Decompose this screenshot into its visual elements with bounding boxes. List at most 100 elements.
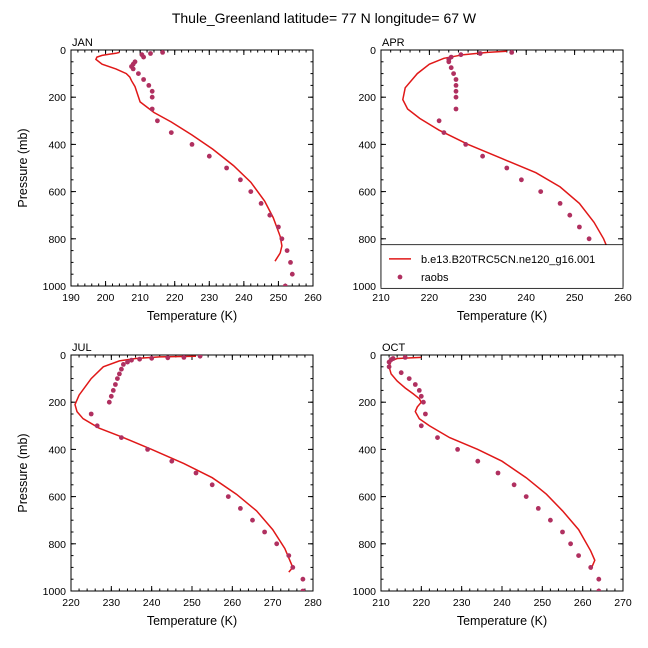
x-tick-label: 230 bbox=[453, 597, 471, 609]
raobs-point bbox=[129, 357, 134, 363]
raobs-point bbox=[181, 355, 187, 360]
raobs-point bbox=[548, 517, 553, 523]
raobs-point bbox=[480, 153, 485, 159]
raobs-point bbox=[279, 236, 285, 242]
plot-area bbox=[94, 50, 295, 286]
raobs-point bbox=[418, 423, 424, 429]
x-tick-label: 280 bbox=[304, 597, 322, 609]
x-tick-label: 220 bbox=[166, 292, 184, 304]
raobs-point bbox=[453, 77, 459, 82]
raobs-point bbox=[588, 565, 594, 570]
x-tick-label: 240 bbox=[493, 597, 511, 609]
y-tick-label: 800 bbox=[48, 539, 66, 551]
y-tick-label: 1000 bbox=[353, 586, 377, 598]
y-tick-label: 600 bbox=[48, 187, 66, 199]
raobs-point bbox=[453, 88, 459, 94]
raobs-point bbox=[149, 106, 155, 112]
raobs-point bbox=[448, 65, 454, 71]
raobs-point bbox=[406, 376, 412, 381]
raobs-point bbox=[209, 482, 215, 488]
x-tick-label: 270 bbox=[614, 597, 632, 609]
plot-frame bbox=[70, 49, 314, 287]
y-tick-label: 400 bbox=[48, 444, 66, 456]
raobs-point bbox=[119, 435, 124, 440]
raobs-point bbox=[119, 366, 124, 372]
y-tick-label: 0 bbox=[370, 45, 376, 57]
raobs-point bbox=[108, 393, 114, 399]
raobs-point bbox=[149, 88, 155, 94]
raobs-point bbox=[421, 399, 426, 405]
raobs-point bbox=[538, 189, 544, 195]
raobs-point bbox=[557, 201, 563, 206]
y-tick-label: 0 bbox=[60, 45, 66, 57]
raobs-point bbox=[519, 177, 524, 183]
x-tick-label: 250 bbox=[270, 292, 288, 304]
raobs-point bbox=[453, 94, 459, 100]
raobs-point bbox=[276, 224, 281, 230]
figure-title: Thule_Greenland latitude= 77 N longitude… bbox=[172, 10, 477, 26]
raobs-point bbox=[155, 118, 160, 124]
raobs-point bbox=[238, 177, 243, 183]
x-tick-label: 230 bbox=[103, 597, 121, 609]
x-tick-label: 260 bbox=[224, 597, 242, 609]
x-tick-label: 250 bbox=[534, 597, 552, 609]
y-tick-label: 600 bbox=[358, 492, 376, 504]
y-tick-label: 600 bbox=[358, 187, 376, 199]
y-axis-label: Pressure (mb) bbox=[16, 128, 30, 207]
model-profile-line bbox=[402, 50, 612, 270]
raobs-point bbox=[386, 364, 392, 370]
raobs-point bbox=[137, 356, 143, 362]
x-tick-label: 230 bbox=[469, 292, 487, 304]
x-tick-label: 220 bbox=[413, 597, 431, 609]
x-tick-label: 210 bbox=[372, 292, 390, 304]
raobs-point bbox=[596, 576, 602, 582]
raobs-point bbox=[300, 576, 306, 582]
raobs-point bbox=[145, 447, 151, 452]
y-tick-label: 800 bbox=[48, 234, 66, 246]
y-tick-label: 400 bbox=[48, 139, 66, 151]
x-axis-label: Temperature (K) bbox=[147, 614, 237, 628]
raobs-point bbox=[435, 435, 440, 440]
x-tick-label: 260 bbox=[574, 597, 592, 609]
raobs-point bbox=[160, 50, 166, 55]
y-tick-label: 400 bbox=[358, 444, 376, 456]
y-tick-label: 0 bbox=[60, 350, 66, 362]
raobs-point bbox=[148, 51, 153, 56]
x-axis-label: Temperature (K) bbox=[457, 309, 547, 323]
raobs-point bbox=[141, 54, 147, 60]
raobs-point bbox=[495, 470, 501, 476]
panel-label: JAN bbox=[72, 37, 93, 49]
raobs-point bbox=[453, 83, 459, 88]
raobs-point bbox=[125, 359, 130, 365]
x-tick-label: 240 bbox=[517, 292, 535, 304]
raobs-point bbox=[475, 458, 481, 464]
raobs-point bbox=[165, 355, 171, 361]
plot-area bbox=[386, 355, 602, 591]
raobs-point bbox=[412, 382, 418, 387]
raobs-point bbox=[418, 393, 424, 399]
model-profile-line bbox=[94, 51, 283, 262]
x-tick-label: 220 bbox=[421, 292, 439, 304]
panel-jul: JUL 220 230 240 250 260 270 280 0 200 400 600 800 100… bbox=[16, 342, 322, 628]
x-tick-label: 230 bbox=[201, 292, 219, 304]
raobs-point bbox=[455, 447, 460, 452]
raobs-point bbox=[451, 71, 456, 76]
raobs-point bbox=[168, 130, 174, 136]
raobs-point bbox=[250, 517, 255, 523]
raobs-point bbox=[458, 52, 464, 58]
raobs-point bbox=[106, 399, 112, 405]
raobs-point bbox=[586, 236, 592, 242]
raobs-point bbox=[262, 529, 267, 535]
panel-jan: JAN 190 200 210 220 230 240 250 260 0 200 400 600 800… bbox=[16, 37, 322, 323]
legend-box bbox=[380, 244, 624, 289]
raobs-point bbox=[504, 165, 510, 171]
model-profile-line bbox=[388, 356, 596, 571]
raobs-point bbox=[300, 588, 306, 591]
raobs-point bbox=[423, 411, 428, 417]
raobs-point bbox=[110, 388, 116, 393]
legend-dot-swatch bbox=[397, 274, 403, 280]
panel-label: OCT bbox=[382, 342, 406, 354]
panel-apr: APR 210 220 230 240 250 260 0 200 400 600 800 1000 Te… bbox=[353, 37, 632, 323]
